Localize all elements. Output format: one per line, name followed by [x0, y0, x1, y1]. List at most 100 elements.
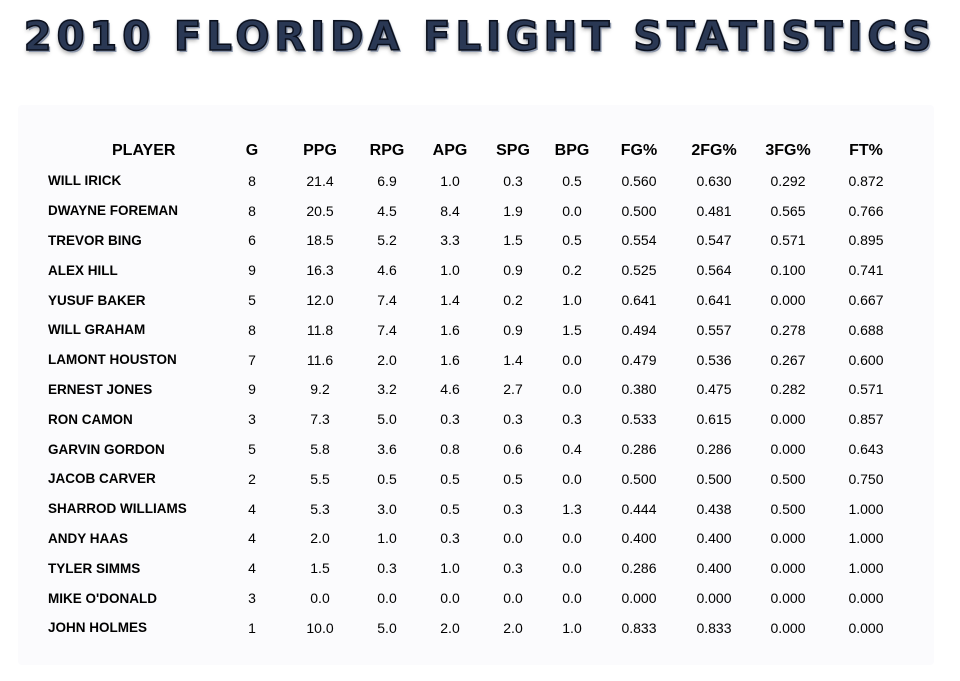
cell-fg-pct: 0.286 — [621, 441, 657, 458]
cell-rpg: 3.6 — [377, 441, 397, 458]
cell-rpg: 7.4 — [377, 292, 397, 309]
cell-ppg: 12.0 — [306, 292, 334, 309]
table-row: JOHN HOLMES 1 10.0 5.0 2.0 2.0 1.0 0.833 0.833 0.… — [30, 613, 906, 643]
cell-ft-pct: 0.872 — [848, 172, 884, 189]
cell-fg-pct: 0.479 — [621, 351, 657, 368]
cell-apg: 0.5 — [440, 470, 460, 487]
cell-ppg: 21.4 — [306, 172, 334, 189]
cell-spg: 0.2 — [503, 292, 523, 309]
cell-fg-pct: 0.560 — [621, 172, 657, 189]
cell-apg: 1.0 — [440, 262, 460, 279]
cell-ppg: 7.3 — [310, 411, 330, 428]
column-header-ppg: PPG — [303, 142, 337, 159]
cell-apg: 1.6 — [440, 351, 460, 368]
cell-games: 1 — [248, 619, 256, 636]
cell-ft-pct: 0.000 — [848, 619, 884, 636]
cell-3fg-pct: 0.000 — [770, 530, 806, 547]
page-title: 2010 FLORIDA FLIGHT STATISTICS — [23, 13, 937, 61]
cell-2fg-pct: 0.400 — [696, 560, 732, 577]
cell-bpg: 1.3 — [562, 500, 582, 517]
cell-fg-pct: 0.000 — [621, 590, 657, 607]
column-header-ft-pct: FT% — [849, 142, 883, 159]
cell-player-name: DWAYNE FOREMAN — [48, 203, 179, 219]
cell-bpg: 0.4 — [562, 441, 582, 458]
cell-2fg-pct: 0.000 — [696, 590, 732, 607]
cell-rpg: 6.9 — [377, 172, 397, 189]
cell-apg: 1.6 — [440, 321, 460, 338]
cell-rpg: 2.0 — [377, 351, 397, 368]
cell-2fg-pct: 0.641 — [696, 292, 732, 309]
cell-ft-pct: 1.000 — [848, 560, 884, 577]
cell-2fg-pct: 0.615 — [696, 411, 732, 428]
cell-player-name: WILL IRICK — [48, 173, 122, 189]
cell-games: 6 — [248, 232, 256, 249]
cell-ft-pct: 0.766 — [848, 202, 884, 219]
cell-3fg-pct: 0.000 — [770, 619, 806, 636]
cell-3fg-pct: 0.000 — [770, 560, 806, 577]
cell-player-name: TYLER SIMMS — [48, 560, 141, 576]
cell-apg: 0.3 — [440, 411, 460, 428]
cell-ft-pct: 0.000 — [848, 590, 884, 607]
cell-ppg: 5.3 — [310, 500, 330, 517]
cell-3fg-pct: 0.500 — [770, 500, 806, 517]
cell-rpg: 0.0 — [377, 590, 397, 607]
cell-2fg-pct: 0.557 — [696, 321, 732, 338]
column-header-spg: SPG — [496, 142, 530, 159]
cell-spg: 0.9 — [503, 262, 523, 279]
cell-player-name: TREVOR BING — [48, 232, 142, 248]
cell-apg: 2.0 — [440, 619, 460, 636]
cell-apg: 4.6 — [440, 381, 460, 398]
cell-2fg-pct: 0.286 — [696, 441, 732, 458]
column-header-rpg: RPG — [369, 142, 405, 159]
cell-fg-pct: 0.500 — [621, 470, 657, 487]
table-row: LAMONT HOUSTON 7 11.6 2.0 1.6 1.4 0.0 0.479 0.53… — [30, 345, 906, 375]
cell-fg-pct: 0.525 — [621, 262, 657, 279]
cell-ppg: 10.0 — [306, 619, 334, 636]
cell-rpg: 3.2 — [377, 381, 397, 398]
cell-apg: 1.0 — [440, 560, 460, 577]
cell-ft-pct: 0.750 — [848, 470, 884, 487]
cell-2fg-pct: 0.833 — [696, 619, 732, 636]
cell-3fg-pct: 0.000 — [770, 590, 806, 607]
cell-rpg: 7.4 — [377, 321, 397, 338]
cell-games: 2 — [248, 470, 256, 487]
cell-rpg: 4.6 — [377, 262, 397, 279]
column-header-bpg: BPG — [554, 142, 590, 159]
cell-apg: 3.3 — [440, 232, 460, 249]
cell-3fg-pct: 0.292 — [770, 172, 806, 189]
cell-fg-pct: 0.444 — [621, 500, 657, 517]
cell-fg-pct: 0.554 — [621, 232, 657, 249]
cell-bpg: 0.0 — [562, 590, 582, 607]
stats-panel — [18, 105, 934, 665]
cell-3fg-pct: 0.267 — [770, 351, 806, 368]
cell-games: 9 — [248, 262, 256, 279]
cell-fg-pct: 0.400 — [621, 530, 657, 547]
cell-spg: 0.3 — [503, 560, 523, 577]
cell-fg-pct: 0.533 — [621, 411, 657, 428]
cell-games: 8 — [248, 202, 256, 219]
cell-3fg-pct: 0.571 — [770, 232, 806, 249]
cell-player-name: YUSUF BAKER — [48, 292, 146, 308]
cell-3fg-pct: 0.000 — [770, 411, 806, 428]
table-row: ANDY HAAS 4 2.0 1.0 0.3 0.0 0.0 0.400 0.400 0.000… — [30, 524, 906, 554]
cell-rpg: 3.0 — [377, 500, 397, 517]
cell-games: 4 — [248, 530, 256, 547]
cell-spg: 1.4 — [503, 351, 523, 368]
cell-ft-pct: 0.741 — [848, 262, 884, 279]
cell-fg-pct: 0.380 — [621, 381, 657, 398]
table-row: GARVIN GORDON 5 5.8 3.6 0.8 0.6 0.4 0.286 0.286 0… — [30, 434, 906, 464]
cell-ppg: 1.5 — [310, 560, 330, 577]
cell-ppg: 9.2 — [310, 381, 330, 398]
table-row: RON CAMON 3 7.3 5.0 0.3 0.3 0.3 0.533 0.615 0.000… — [30, 404, 906, 434]
cell-2fg-pct: 0.547 — [696, 232, 732, 249]
stats-table-body: WILL IRICK 8 21.4 6.9 1.0 0.3 0.5 0.560 0.630 0.2… — [30, 166, 906, 643]
cell-games: 9 — [248, 381, 256, 398]
cell-player-name: MIKE O'DONALD — [48, 590, 157, 606]
cell-bpg: 0.0 — [562, 202, 582, 219]
cell-bpg: 0.0 — [562, 381, 582, 398]
cell-spg: 2.7 — [503, 381, 523, 398]
cell-player-name: ANDY HAAS — [48, 530, 129, 546]
table-row: WILL GRAHAM 8 11.8 7.4 1.6 0.9 1.5 0.494 0.557 0.… — [30, 315, 906, 345]
cell-rpg: 1.0 — [377, 530, 397, 547]
cell-2fg-pct: 0.400 — [696, 530, 732, 547]
